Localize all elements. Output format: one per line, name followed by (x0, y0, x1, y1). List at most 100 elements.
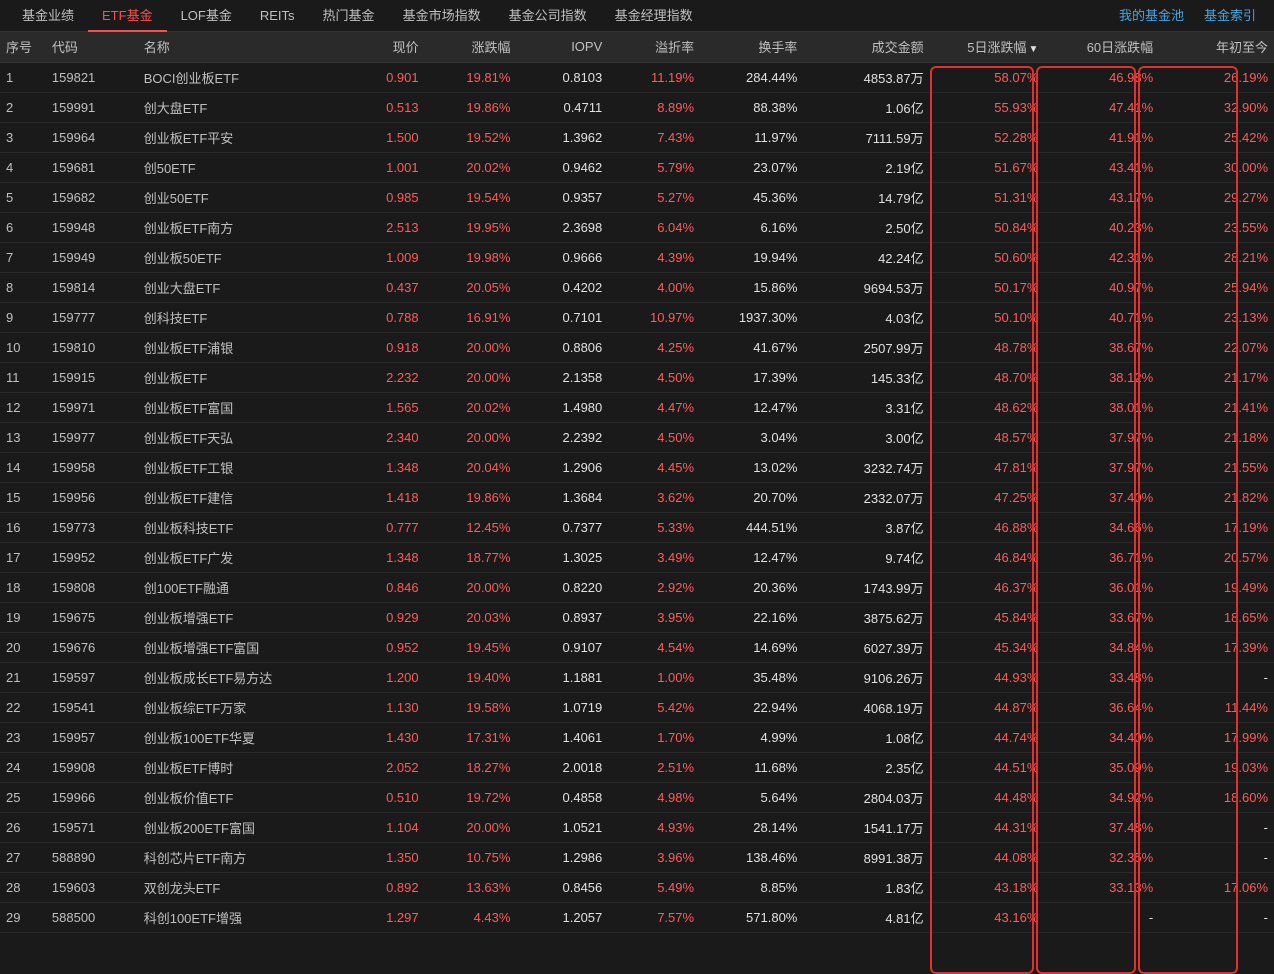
cell-vol: 1541.17万 (803, 812, 929, 842)
table-row[interactable]: 8159814创业大盘ETF0.43720.05%0.42024.00%15.8… (0, 272, 1274, 302)
table-row[interactable]: 11159915创业板ETF2.23220.00%2.13584.50%17.3… (0, 362, 1274, 392)
link-my-fund-pool[interactable]: 我的基金池 (1109, 0, 1194, 32)
tab-5[interactable]: 基金市场指数 (389, 0, 495, 32)
table-row[interactable]: 18159808创100ETF融通0.84620.00%0.82202.92%2… (0, 572, 1274, 602)
col-d5[interactable]: 5日涨跌幅▼ (930, 32, 1045, 62)
cell-code: 159966 (46, 782, 138, 812)
cell-prem: 4.93% (608, 812, 700, 842)
cell-ytd: 32.90% (1159, 92, 1274, 122)
cell-prem: 4.54% (608, 632, 700, 662)
cell-name: 创业大盘ETF (138, 272, 345, 302)
table-row[interactable]: 22159541创业板综ETF万家1.13019.58%1.07195.42%2… (0, 692, 1274, 722)
table-row[interactable]: 29588500科创100ETF增强1.2974.43%1.20577.57%5… (0, 902, 1274, 932)
cell-vol: 7111.59万 (803, 122, 929, 152)
cell-price: 1.130 (344, 692, 424, 722)
table-row[interactable]: 16159773创业板科技ETF0.77712.45%0.73775.33%44… (0, 512, 1274, 542)
col-iopv[interactable]: IOPV (516, 32, 608, 62)
table-row[interactable]: 3159964创业板ETF平安1.50019.52%1.39627.43%11.… (0, 122, 1274, 152)
col-ytd[interactable]: 年初至今 (1159, 32, 1274, 62)
col-idx[interactable]: 序号 (0, 32, 46, 62)
table-row[interactable]: 14159958创业板ETF工银1.34820.04%1.29064.45%13… (0, 452, 1274, 482)
table-row[interactable]: 4159681创50ETF1.00120.02%0.94625.79%23.07… (0, 152, 1274, 182)
cell-chg: 19.52% (425, 122, 517, 152)
cell-iopv: 1.2057 (516, 902, 608, 932)
cell-iopv: 0.4858 (516, 782, 608, 812)
table-row[interactable]: 28159603双创龙头ETF0.89213.63%0.84565.49%8.8… (0, 872, 1274, 902)
tab-7[interactable]: 基金经理指数 (601, 0, 707, 32)
table-row[interactable]: 23159957创业板100ETF华夏1.43017.31%1.40611.70… (0, 722, 1274, 752)
cell-price: 0.437 (344, 272, 424, 302)
cell-vol: 4068.19万 (803, 692, 929, 722)
table-row[interactable]: 19159675创业板增强ETF0.92920.03%0.89373.95%22… (0, 602, 1274, 632)
cell-price: 0.788 (344, 302, 424, 332)
col-name[interactable]: 名称 (138, 32, 345, 62)
table-row[interactable]: 7159949创业板50ETF1.00919.98%0.96664.39%19.… (0, 242, 1274, 272)
cell-code: 159948 (46, 212, 138, 242)
cell-ytd: 18.60% (1159, 782, 1274, 812)
cell-vol: 3.87亿 (803, 512, 929, 542)
cell-price: 2.232 (344, 362, 424, 392)
table-row[interactable]: 5159682创业50ETF0.98519.54%0.93575.27%45.3… (0, 182, 1274, 212)
cell-code: 159676 (46, 632, 138, 662)
cell-price: 0.901 (344, 62, 424, 92)
table-row[interactable]: 26159571创业板200ETF富国1.10420.00%1.05214.93… (0, 812, 1274, 842)
cell-idx: 18 (0, 572, 46, 602)
table-row[interactable]: 15159956创业板ETF建信1.41819.86%1.36843.62%20… (0, 482, 1274, 512)
cell-name: 创业板增强ETF (138, 602, 345, 632)
col-turn[interactable]: 换手率 (700, 32, 803, 62)
cell-code: 588500 (46, 902, 138, 932)
cell-idx: 4 (0, 152, 46, 182)
tab-4[interactable]: 热门基金 (309, 0, 389, 32)
table-row[interactable]: 2159991创大盘ETF0.51319.86%0.47118.89%88.38… (0, 92, 1274, 122)
table-row[interactable]: 1159821BOCI创业板ETF0.90119.81%0.810311.19%… (0, 62, 1274, 92)
table-row[interactable]: 25159966创业板价值ETF0.51019.72%0.48584.98%5.… (0, 782, 1274, 812)
table-row[interactable]: 24159908创业板ETF博时2.05218.27%2.00182.51%11… (0, 752, 1274, 782)
cell-turn: 20.36% (700, 572, 803, 602)
cell-price: 0.777 (344, 512, 424, 542)
tab-2[interactable]: LOF基金 (167, 0, 246, 32)
cell-d5: 45.34% (930, 632, 1045, 662)
col-code[interactable]: 代码 (46, 32, 138, 62)
col-vol[interactable]: 成交金额 (803, 32, 929, 62)
cell-prem: 2.51% (608, 752, 700, 782)
cell-d5: 48.62% (930, 392, 1045, 422)
cell-name: 创业板ETF南方 (138, 212, 345, 242)
cell-name: 创50ETF (138, 152, 345, 182)
link-fund-index[interactable]: 基金索引 (1194, 0, 1266, 32)
cell-code: 159964 (46, 122, 138, 152)
table-row[interactable]: 20159676创业板增强ETF富国0.95219.45%0.91074.54%… (0, 632, 1274, 662)
tab-1[interactable]: ETF基金 (88, 0, 167, 32)
cell-d5: 44.08% (930, 842, 1045, 872)
col-price[interactable]: 现价 (344, 32, 424, 62)
cell-ytd: 21.82% (1159, 482, 1274, 512)
table-row[interactable]: 10159810创业板ETF浦银0.91820.00%0.88064.25%41… (0, 332, 1274, 362)
tab-6[interactable]: 基金公司指数 (495, 0, 601, 32)
tab-3[interactable]: REITs (246, 0, 309, 32)
cell-code: 159821 (46, 62, 138, 92)
col-prem[interactable]: 溢折率 (608, 32, 700, 62)
cell-chg: 19.81% (425, 62, 517, 92)
cell-code: 159977 (46, 422, 138, 452)
cell-name: 创业板ETF浦银 (138, 332, 345, 362)
table-row[interactable]: 27588890科创芯片ETF南方1.35010.75%1.29863.96%1… (0, 842, 1274, 872)
table-row[interactable]: 13159977创业板ETF天弘2.34020.00%2.23924.50%3.… (0, 422, 1274, 452)
cell-vol: 1.08亿 (803, 722, 929, 752)
cell-d5: 58.07% (930, 62, 1045, 92)
table-row[interactable]: 9159777创科技ETF0.78816.91%0.710110.97%1937… (0, 302, 1274, 332)
cell-chg: 20.02% (425, 152, 517, 182)
table-row[interactable]: 6159948创业板ETF南方2.51319.95%2.36986.04%6.1… (0, 212, 1274, 242)
cell-prem: 4.00% (608, 272, 700, 302)
tab-0[interactable]: 基金业绩 (8, 0, 88, 32)
table-row[interactable]: 17159952创业板ETF广发1.34818.77%1.30253.49%12… (0, 542, 1274, 572)
cell-code: 588890 (46, 842, 138, 872)
cell-vol: 1743.99万 (803, 572, 929, 602)
cell-name: 创业板ETF建信 (138, 482, 345, 512)
cell-price: 1.418 (344, 482, 424, 512)
cell-name: 科创100ETF增强 (138, 902, 345, 932)
col-d60[interactable]: 60日涨跌幅 (1044, 32, 1159, 62)
cell-d60: 38.01% (1044, 392, 1159, 422)
table-row[interactable]: 12159971创业板ETF富国1.56520.02%1.49804.47%12… (0, 392, 1274, 422)
cell-turn: 35.48% (700, 662, 803, 692)
table-row[interactable]: 21159597创业板成长ETF易方达1.20019.40%1.18811.00… (0, 662, 1274, 692)
col-chg[interactable]: 涨跌幅 (425, 32, 517, 62)
